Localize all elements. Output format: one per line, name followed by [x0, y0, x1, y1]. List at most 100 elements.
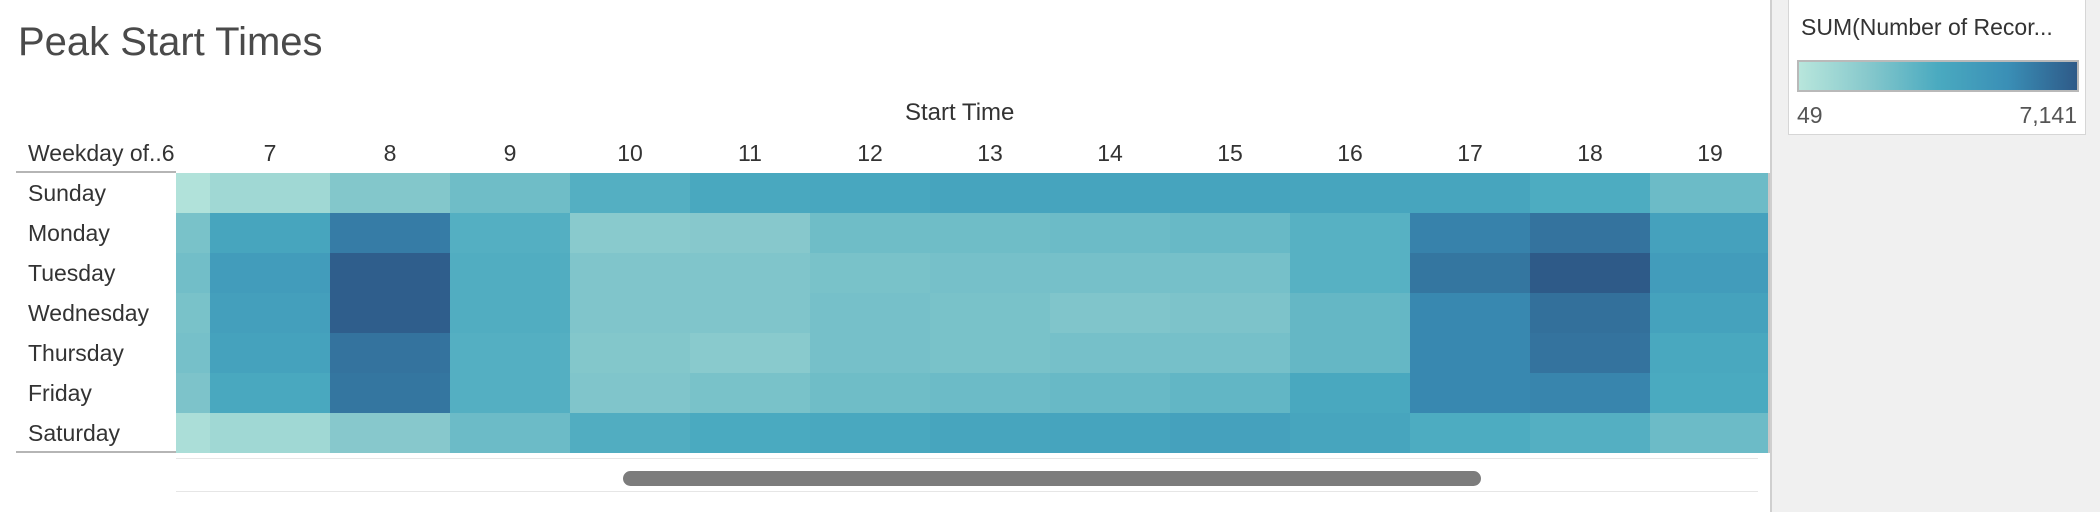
heatmap-cell-monday-8[interactable]: [330, 213, 450, 253]
heatmap-cell-monday-10[interactable]: [570, 213, 690, 253]
heatmap-cell-wednesday-6[interactable]: [176, 293, 210, 333]
heatmap-cell-sunday-6[interactable]: [176, 173, 210, 213]
y-tick-label-sunday[interactable]: Sunday: [28, 180, 107, 206]
heatmap-cell-monday-9[interactable]: [450, 213, 570, 253]
heatmap-cell-friday-7[interactable]: [210, 373, 330, 413]
horizontal-scrollbar[interactable]: [176, 458, 1758, 492]
heatmap-cell-saturday-15[interactable]: [1170, 413, 1290, 453]
heatmap-cell-monday-14[interactable]: [1050, 213, 1170, 253]
heatmap-cell-sunday-9[interactable]: [450, 173, 570, 213]
heatmap-cell-saturday-9[interactable]: [450, 413, 570, 453]
heatmap-cell-tuesday-11[interactable]: [690, 253, 810, 293]
heatmap-cell-saturday-14[interactable]: [1050, 413, 1170, 453]
heatmap-cell-tuesday-17[interactable]: [1410, 253, 1530, 293]
heatmap-cell-monday-6[interactable]: [176, 213, 210, 253]
heatmap-cell-sunday-13[interactable]: [930, 173, 1050, 213]
heatmap-cell-friday-9[interactable]: [450, 373, 570, 413]
heatmap-cell-saturday-7[interactable]: [210, 413, 330, 453]
y-tick-label-tuesday[interactable]: Tuesday: [28, 260, 116, 286]
heatmap-cell-monday-16[interactable]: [1290, 213, 1410, 253]
heatmap-cell-wednesday-15[interactable]: [1170, 293, 1290, 333]
heatmap-cell-friday-16[interactable]: [1290, 373, 1410, 413]
heatmap-cell-tuesday-13[interactable]: [930, 253, 1050, 293]
heatmap-cell-wednesday-19[interactable]: [1650, 293, 1770, 333]
heatmap-cell-tuesday-18[interactable]: [1530, 253, 1650, 293]
heatmap-cell-friday-18[interactable]: [1530, 373, 1650, 413]
heatmap-cell-wednesday-16[interactable]: [1290, 293, 1410, 333]
y-tick-label-thursday[interactable]: Thursday: [28, 340, 124, 366]
heatmap-cell-friday-12[interactable]: [810, 373, 930, 413]
heatmap-cell-thursday-7[interactable]: [210, 333, 330, 373]
heatmap-cell-saturday-13[interactable]: [930, 413, 1050, 453]
heatmap-cell-thursday-11[interactable]: [690, 333, 810, 373]
heatmap-cell-saturday-8[interactable]: [330, 413, 450, 453]
heatmap-cell-sunday-16[interactable]: [1290, 173, 1410, 213]
heatmap-cell-thursday-18[interactable]: [1530, 333, 1650, 373]
heatmap-cell-friday-17[interactable]: [1410, 373, 1530, 413]
heatmap-cell-saturday-17[interactable]: [1410, 413, 1530, 453]
heatmap-cell-tuesday-19[interactable]: [1650, 253, 1770, 293]
heatmap-cell-saturday-10[interactable]: [570, 413, 690, 453]
heatmap-cell-thursday-6[interactable]: [176, 333, 210, 373]
heatmap-cell-friday-11[interactable]: [690, 373, 810, 413]
scrollbar-thumb[interactable]: [623, 471, 1481, 486]
heatmap-cell-wednesday-11[interactable]: [690, 293, 810, 333]
heatmap-cell-monday-19[interactable]: [1650, 213, 1770, 253]
heatmap-cell-wednesday-10[interactable]: [570, 293, 690, 333]
y-tick-label-monday[interactable]: Monday: [28, 220, 110, 246]
heatmap-cell-friday-10[interactable]: [570, 373, 690, 413]
heatmap-cell-wednesday-8[interactable]: [330, 293, 450, 333]
heatmap-cell-wednesday-14[interactable]: [1050, 293, 1170, 333]
heatmap-cell-sunday-14[interactable]: [1050, 173, 1170, 213]
heatmap-cell-monday-12[interactable]: [810, 213, 930, 253]
heatmap-cell-tuesday-9[interactable]: [450, 253, 570, 293]
heatmap-cell-sunday-15[interactable]: [1170, 173, 1290, 213]
heatmap-cell-wednesday-18[interactable]: [1530, 293, 1650, 333]
heatmap-cell-wednesday-13[interactable]: [930, 293, 1050, 333]
heatmap-cell-friday-19[interactable]: [1650, 373, 1770, 413]
heatmap-cell-saturday-11[interactable]: [690, 413, 810, 453]
heatmap-cell-saturday-18[interactable]: [1530, 413, 1650, 453]
heatmap-cell-thursday-16[interactable]: [1290, 333, 1410, 373]
heatmap-cell-thursday-9[interactable]: [450, 333, 570, 373]
heatmap-cell-thursday-8[interactable]: [330, 333, 450, 373]
heatmap-cell-monday-11[interactable]: [690, 213, 810, 253]
heatmap-cell-sunday-18[interactable]: [1530, 173, 1650, 213]
heatmap-cell-monday-7[interactable]: [210, 213, 330, 253]
heatmap-cell-thursday-15[interactable]: [1170, 333, 1290, 373]
heatmap-cell-thursday-17[interactable]: [1410, 333, 1530, 373]
heatmap-cell-wednesday-17[interactable]: [1410, 293, 1530, 333]
heatmap-cell-monday-13[interactable]: [930, 213, 1050, 253]
heatmap-cell-thursday-19[interactable]: [1650, 333, 1770, 373]
heatmap-cell-saturday-19[interactable]: [1650, 413, 1770, 453]
heatmap-cell-saturday-6[interactable]: [176, 413, 210, 453]
heatmap-cell-wednesday-7[interactable]: [210, 293, 330, 333]
heatmap-cell-tuesday-6[interactable]: [176, 253, 210, 293]
heatmap-cell-monday-17[interactable]: [1410, 213, 1530, 253]
heatmap-cell-friday-15[interactable]: [1170, 373, 1290, 413]
heatmap-cell-thursday-10[interactable]: [570, 333, 690, 373]
heatmap-cell-monday-15[interactable]: [1170, 213, 1290, 253]
heatmap-cell-sunday-10[interactable]: [570, 173, 690, 213]
heatmap-cell-wednesday-9[interactable]: [450, 293, 570, 333]
heatmap-cell-sunday-7[interactable]: [210, 173, 330, 213]
heatmap-cell-friday-8[interactable]: [330, 373, 450, 413]
heatmap-cell-thursday-13[interactable]: [930, 333, 1050, 373]
heatmap-cell-wednesday-12[interactable]: [810, 293, 930, 333]
heatmap-cell-saturday-12[interactable]: [810, 413, 930, 453]
heatmap-cell-friday-14[interactable]: [1050, 373, 1170, 413]
y-tick-label-saturday[interactable]: Saturday: [28, 420, 121, 446]
heatmap-cell-thursday-14[interactable]: [1050, 333, 1170, 373]
heatmap-cell-tuesday-8[interactable]: [330, 253, 450, 293]
y-tick-label-wednesday[interactable]: Wednesday: [28, 300, 150, 326]
row-header-label[interactable]: Weekday of..6: [28, 140, 175, 166]
heatmap-cell-tuesday-7[interactable]: [210, 253, 330, 293]
heatmap-cell-saturday-16[interactable]: [1290, 413, 1410, 453]
heatmap-cell-sunday-8[interactable]: [330, 173, 450, 213]
heatmap-cell-monday-18[interactable]: [1530, 213, 1650, 253]
heatmap-cell-tuesday-15[interactable]: [1170, 253, 1290, 293]
heatmap-cell-tuesday-10[interactable]: [570, 253, 690, 293]
heatmap-cell-sunday-12[interactable]: [810, 173, 930, 213]
heatmap-cell-thursday-12[interactable]: [810, 333, 930, 373]
heatmap-cell-tuesday-14[interactable]: [1050, 253, 1170, 293]
